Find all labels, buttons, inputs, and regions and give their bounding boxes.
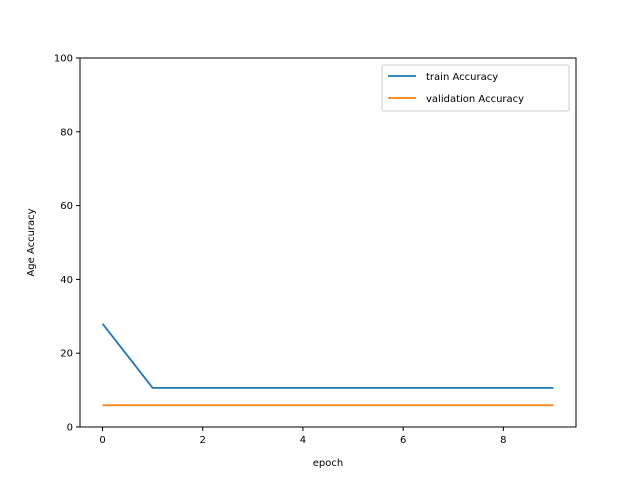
x-axis: 0 2 4 6 8 xyxy=(99,427,507,446)
series-line-train xyxy=(101,323,554,389)
plot-frame xyxy=(79,57,577,428)
series-lines xyxy=(101,323,554,407)
y-tick-label: 60 xyxy=(60,201,73,212)
x-tick-label: 8 xyxy=(500,435,506,446)
y-tick-label: 20 xyxy=(60,349,73,360)
legend-label: train Accuracy xyxy=(426,72,498,83)
y-tick-label: 0 xyxy=(67,423,73,434)
y-tick-label: 80 xyxy=(60,127,73,138)
y-axis-label: Age Accuracy xyxy=(26,208,37,276)
legend-label: validation Accuracy xyxy=(426,94,524,105)
y-axis: 0 20 40 60 80 100 xyxy=(54,54,80,434)
plot-area: 0 2 4 6 8 0 20 40 60 80 100 xyxy=(54,54,577,446)
x-tick-label: 2 xyxy=(200,435,206,446)
legend-items: train Accuracy validation Accuracy xyxy=(388,72,524,105)
x-tick-label: 0 xyxy=(99,435,105,446)
x-tick-label: 4 xyxy=(300,435,306,446)
y-tick-label: 40 xyxy=(60,275,73,286)
legend-box xyxy=(381,64,570,112)
x-tick-label: 6 xyxy=(400,435,406,446)
legend: train Accuracy validation Accuracy xyxy=(381,64,570,112)
y-tick-label: 100 xyxy=(54,54,73,65)
x-axis-label: epoch xyxy=(313,458,343,469)
